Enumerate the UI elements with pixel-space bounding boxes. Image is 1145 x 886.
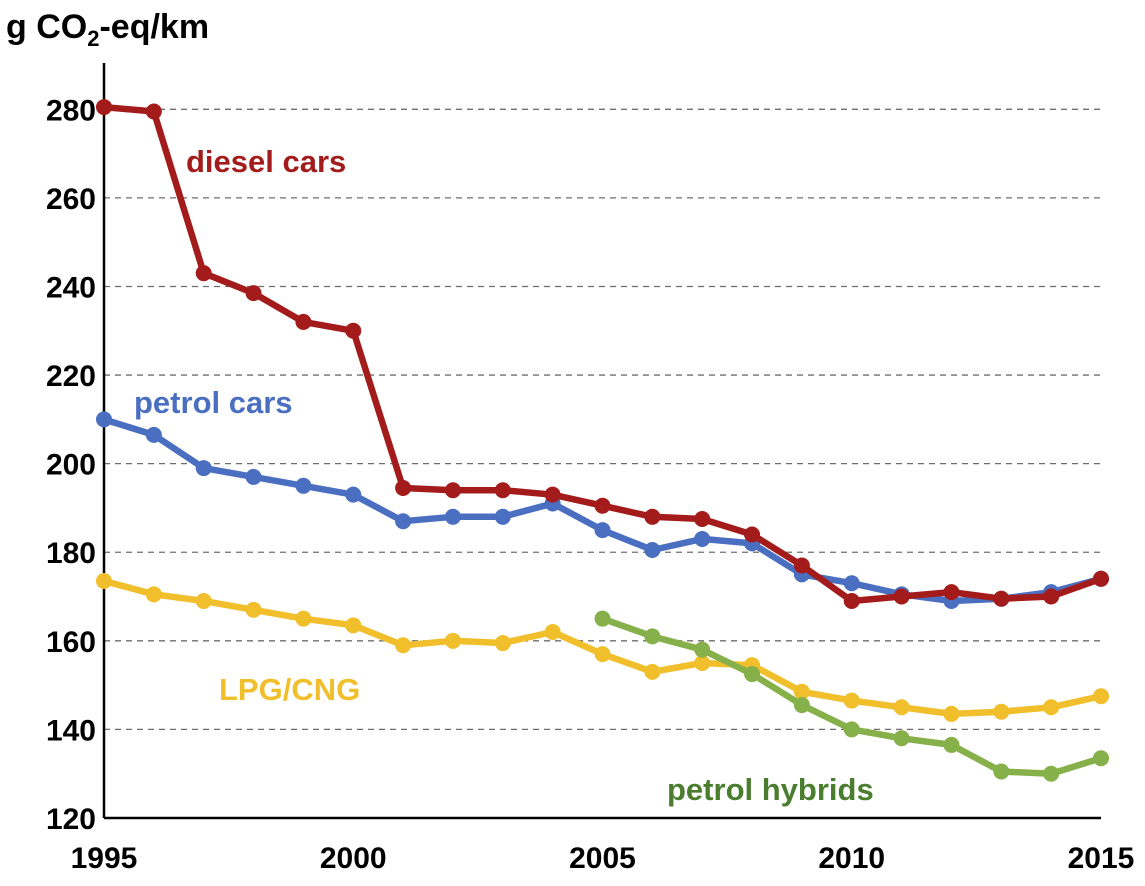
data-point-diesel-cars	[594, 497, 611, 514]
data-point-diesel-cars	[345, 322, 362, 339]
data-point-lpg-cng	[943, 705, 960, 722]
data-point-petrol-hybrids	[993, 763, 1010, 780]
data-point-lpg-cng	[245, 601, 262, 618]
data-point-petrol-hybrids	[793, 697, 810, 714]
x-tick-label: 2010	[818, 842, 885, 875]
y-tick-label: 260	[46, 183, 96, 216]
y-axis-title: g CO2-eq/km	[6, 8, 209, 51]
series-labels: diesel cars petrol cars LPG/CNG petrol hybr…	[134, 144, 874, 807]
data-point-lpg-cng	[694, 654, 711, 671]
tick-labels: 120 140 160 180 200 220 240 260 280 1995 2000 2005 2…	[46, 94, 1134, 875]
data-point-diesel-cars	[793, 557, 810, 574]
x-tick-label: 2015	[1068, 842, 1135, 875]
data-point-petrol-hybrids	[694, 641, 711, 658]
data-point-diesel-cars	[544, 486, 561, 503]
data-point-lpg-cng	[345, 617, 362, 634]
data-point-lpg-cng	[843, 692, 860, 709]
data-point-lpg-cng	[96, 573, 112, 590]
y-tick-label: 200	[46, 449, 96, 482]
data-point-diesel-cars	[893, 588, 910, 605]
data-point-diesel-cars	[494, 482, 511, 499]
label-petrol-cars: petrol cars	[134, 385, 293, 420]
axes	[102, 63, 1101, 820]
data-point-petrol-hybrids	[893, 730, 910, 747]
data-point-diesel-cars	[644, 508, 661, 525]
data-point-diesel-cars	[395, 480, 412, 497]
data-point-diesel-cars	[843, 592, 860, 609]
data-point-lpg-cng	[395, 637, 412, 654]
data-point-petrol-cars	[494, 508, 511, 525]
data-point-petrol-hybrids	[744, 666, 761, 683]
data-point-diesel-cars	[694, 511, 711, 528]
data-point-petrol-hybrids	[644, 628, 661, 645]
data-point-lpg-cng	[444, 632, 461, 649]
data-point-lpg-cng	[195, 592, 212, 609]
data-point-petrol-hybrids	[843, 721, 860, 738]
y-tick-label: 180	[46, 537, 96, 570]
y-tick-label: 140	[46, 714, 96, 747]
y-tick-label: 160	[46, 626, 96, 659]
data-point-diesel-cars	[744, 526, 761, 543]
data-point-petrol-cars	[245, 468, 262, 485]
label-petrol-hybrids: petrol hybrids	[667, 772, 874, 807]
data-point-diesel-cars	[295, 313, 312, 330]
data-point-diesel-cars	[96, 99, 112, 116]
data-point-petrol-cars	[594, 522, 611, 539]
data-point-petrol-cars	[395, 513, 412, 530]
data-point-diesel-cars	[195, 265, 212, 282]
series-diesel-cars	[96, 99, 1109, 609]
data-point-petrol-cars	[843, 575, 860, 592]
data-point-diesel-cars	[444, 482, 461, 499]
data-point-diesel-cars	[943, 584, 960, 601]
data-point-petrol-cars	[345, 486, 362, 503]
data-point-lpg-cng	[893, 699, 910, 716]
y-tick-label: 220	[46, 360, 96, 393]
x-tick-label: 2000	[320, 842, 387, 875]
data-point-lpg-cng	[544, 623, 561, 640]
series-petrol-hybrids	[594, 610, 1109, 782]
data-point-lpg-cng	[793, 683, 810, 700]
data-point-petrol-hybrids	[943, 736, 960, 753]
data-point-petrol-hybrids	[1043, 765, 1060, 782]
data-point-lpg-cng	[644, 663, 661, 680]
data-point-petrol-cars	[295, 477, 312, 494]
data-point-petrol-hybrids	[594, 610, 611, 627]
x-tick-label: 1995	[71, 842, 138, 875]
data-point-diesel-cars	[993, 590, 1010, 607]
gridlines	[104, 108, 1101, 731]
data-point-petrol-cars	[145, 426, 162, 443]
data-point-petrol-cars	[644, 542, 661, 559]
data-point-lpg-cng	[594, 646, 611, 663]
label-lpg-cng: LPG/CNG	[219, 672, 360, 707]
y-tick-label: 240	[46, 271, 96, 304]
label-diesel-cars: diesel cars	[186, 144, 346, 179]
series	[96, 99, 1109, 782]
data-point-diesel-cars	[145, 103, 162, 120]
y-tick-label: 280	[46, 94, 96, 127]
data-point-petrol-cars	[96, 411, 112, 428]
data-point-diesel-cars	[1043, 588, 1060, 605]
x-tick-label: 2005	[569, 842, 636, 875]
data-point-lpg-cng	[1093, 688, 1109, 705]
data-point-petrol-cars	[444, 508, 461, 525]
data-point-lpg-cng	[494, 635, 511, 652]
y-tick-label: 120	[46, 803, 96, 836]
series-lpg-cng	[96, 573, 1109, 722]
data-point-petrol-cars	[694, 530, 711, 547]
data-point-lpg-cng	[295, 610, 312, 627]
data-point-lpg-cng	[993, 703, 1010, 720]
data-point-diesel-cars	[1093, 570, 1109, 587]
data-point-petrol-cars	[195, 460, 212, 477]
data-point-diesel-cars	[245, 285, 262, 302]
data-point-lpg-cng	[145, 586, 162, 603]
data-point-lpg-cng	[1043, 699, 1060, 716]
data-point-petrol-hybrids	[1093, 750, 1109, 767]
